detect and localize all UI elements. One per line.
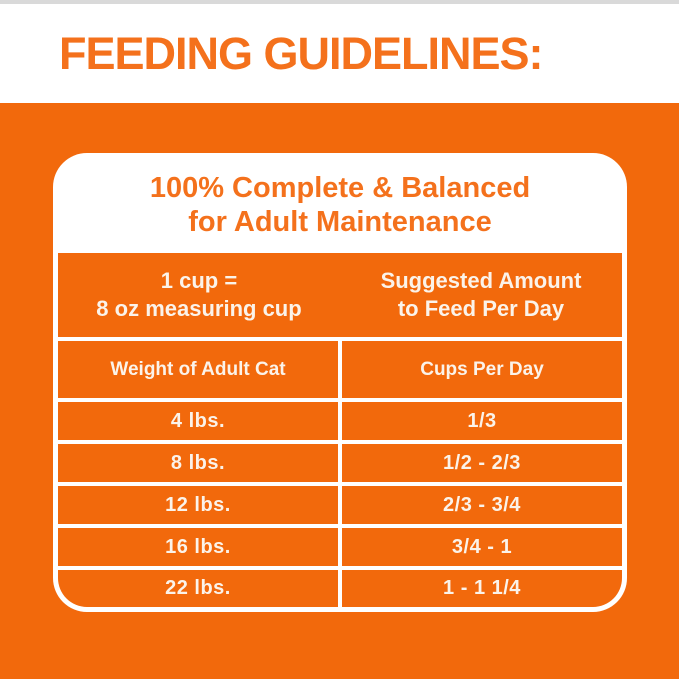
cup-measure-line1: 1 cup = <box>160 268 238 294</box>
card-heading: 100% Complete & Balanced for Adult Maint… <box>58 158 622 253</box>
cups-cell: 1/2 - 2/3 <box>342 444 622 482</box>
suggested-amount-note: Suggested Amount to Feed Per Day <box>340 253 622 337</box>
weight-cell: 4 lbs. <box>58 402 338 440</box>
table-row: 16 lbs. 3/4 - 1 <box>58 528 622 566</box>
weight-cell: 12 lbs. <box>58 486 338 524</box>
guidelines-card-inner: 100% Complete & Balanced for Adult Maint… <box>58 158 622 607</box>
weight-cell: 8 lbs. <box>58 444 338 482</box>
suggested-amount-line2: to Feed Per Day <box>397 296 565 321</box>
page-title: FEEDING GUIDELINES: <box>59 27 544 79</box>
cups-column-header: Cups Per Day <box>342 341 622 398</box>
measuring-info-row: 1 cup = 8 oz measuring cup Suggested Amo… <box>58 253 622 337</box>
label-header: FEEDING GUIDELINES: <box>0 4 679 103</box>
top-border-strip <box>0 0 679 4</box>
suggested-amount-line1: Suggested Amount <box>380 268 582 294</box>
table-row: 8 lbs. 1/2 - 2/3 <box>58 444 622 482</box>
weight-cell: 22 lbs. <box>58 570 338 607</box>
table-row: 12 lbs. 2/3 - 3/4 <box>58 486 622 524</box>
guidelines-card: 100% Complete & Balanced for Adult Maint… <box>53 153 627 612</box>
weight-cell: 16 lbs. <box>58 528 338 566</box>
table-row: 22 lbs. 1 - 1 1/4 <box>58 570 622 607</box>
card-heading-line2: for Adult Maintenance <box>188 205 492 238</box>
table-row: 4 lbs. 1/3 <box>58 402 622 440</box>
cups-cell: 1 - 1 1/4 <box>342 570 622 607</box>
orange-panel: 100% Complete & Balanced for Adult Maint… <box>0 103 679 679</box>
cups-cell: 1/3 <box>342 402 622 440</box>
table-header-row: Weight of Adult Cat Cups Per Day <box>58 341 622 398</box>
card-heading-line1: 100% Complete & Balanced <box>149 171 531 204</box>
cups-cell: 2/3 - 3/4 <box>342 486 622 524</box>
cups-cell: 3/4 - 1 <box>342 528 622 566</box>
cup-measure-note: 1 cup = 8 oz measuring cup <box>58 253 340 337</box>
cup-measure-line2: 8 oz measuring cup <box>96 296 302 321</box>
weight-column-header: Weight of Adult Cat <box>58 341 338 398</box>
